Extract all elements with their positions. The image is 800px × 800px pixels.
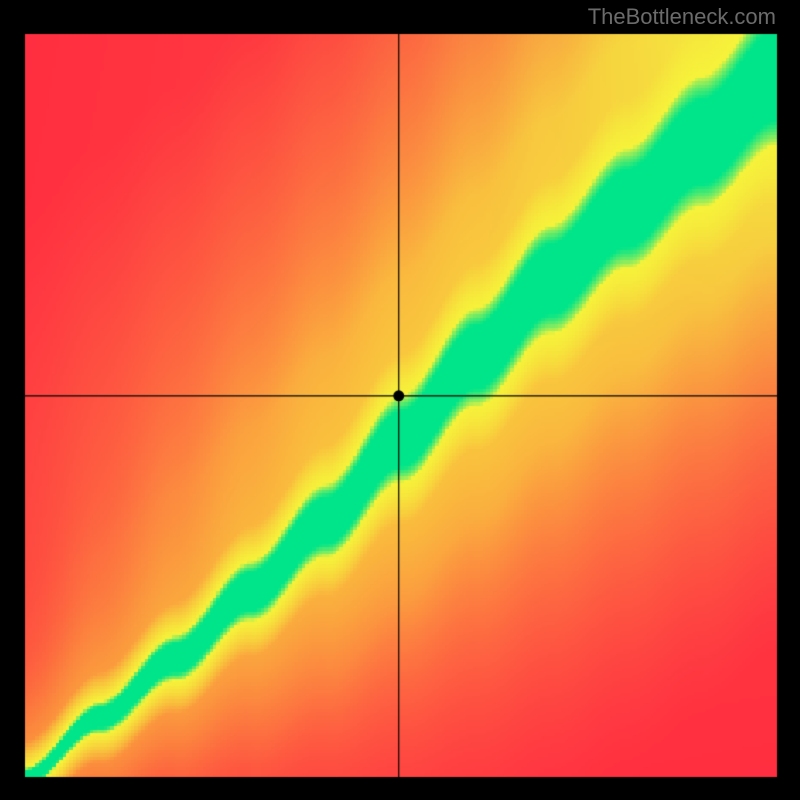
chart-container: TheBottleneck.com <box>0 0 800 800</box>
attribution-text: TheBottleneck.com <box>588 4 776 30</box>
bottleneck-heatmap <box>0 0 800 800</box>
